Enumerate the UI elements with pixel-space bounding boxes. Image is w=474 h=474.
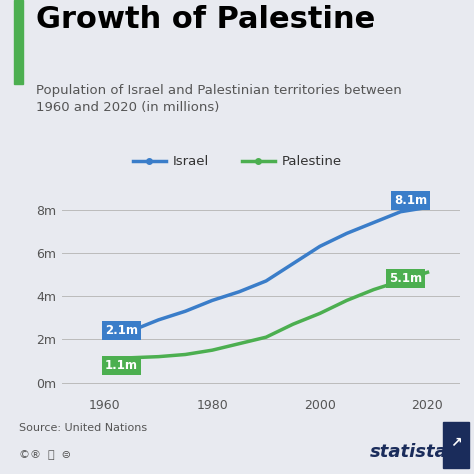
Text: Palestine: Palestine <box>282 155 342 168</box>
Text: 5.1m: 5.1m <box>389 272 422 285</box>
Bar <box>443 422 469 468</box>
Text: 1.1m: 1.1m <box>105 359 137 372</box>
Text: Source: United Nations: Source: United Nations <box>19 423 147 433</box>
Bar <box>14 0 23 84</box>
Text: 2.1m: 2.1m <box>105 324 137 337</box>
Text: Growth of Palestine: Growth of Palestine <box>36 5 375 34</box>
Text: ↗: ↗ <box>450 436 462 450</box>
Text: ©®  Ⓢ  ⊜: ©® Ⓢ ⊜ <box>19 450 71 461</box>
Text: Population of Israel and Palestinian territories between
1960 and 2020 (in milli: Population of Israel and Palestinian ter… <box>36 84 401 114</box>
Text: Israel: Israel <box>173 155 209 168</box>
Text: statista: statista <box>370 444 447 461</box>
Text: 8.1m: 8.1m <box>394 194 428 208</box>
